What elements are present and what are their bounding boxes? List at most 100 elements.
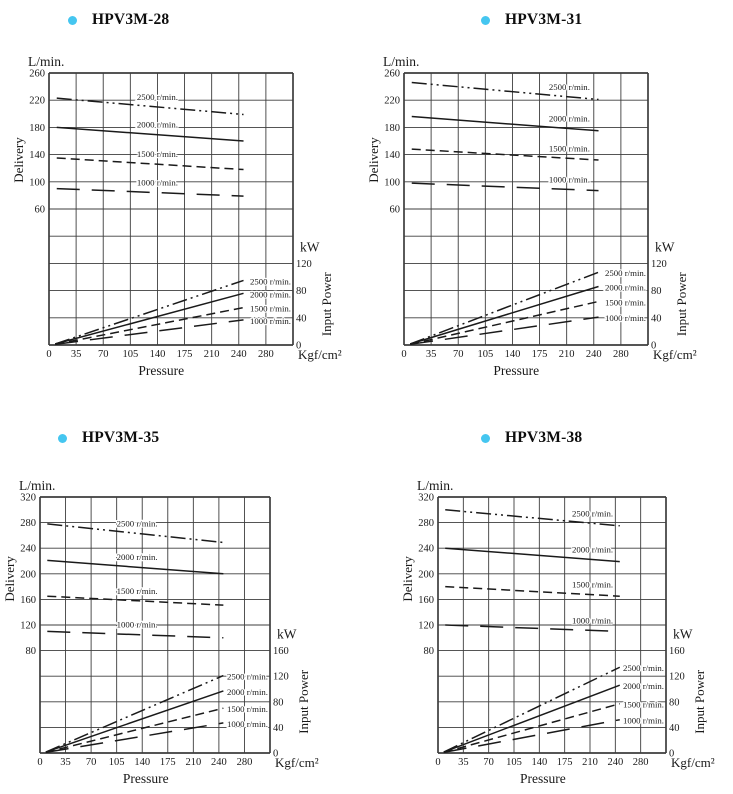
svg-text:0: 0 [401,349,406,360]
svg-text:280: 280 [418,518,434,529]
svg-text:L/min.: L/min. [417,478,453,493]
performance-chart-hpv3m-31: 260 220 180 140 100 60 120 80 40 0 0 35 70 105 140 175 2… [366,54,697,378]
svg-text:2500 r/min.: 2500 r/min. [623,663,664,673]
svg-text:2500 r/min.: 2500 r/min. [227,672,268,682]
svg-text:70: 70 [483,757,494,768]
svg-text:280: 280 [20,518,36,529]
svg-text:1500 r/min.: 1500 r/min. [250,304,291,314]
svg-text:120: 120 [418,621,434,632]
svg-text:175: 175 [557,757,573,768]
svg-text:60: 60 [35,205,46,216]
chart-header-hpv3m-31: HPV3M-31 [481,11,582,29]
svg-text:100: 100 [384,177,400,188]
svg-text:Kgf/cm²: Kgf/cm² [653,347,697,362]
svg-text:Delivery: Delivery [11,137,26,183]
svg-text:160: 160 [669,646,685,657]
svg-text:180: 180 [29,123,45,134]
svg-text:280: 280 [613,349,629,360]
svg-text:2500 r/min.: 2500 r/min. [572,508,613,518]
svg-text:35: 35 [458,757,469,768]
svg-text:105: 105 [477,349,493,360]
svg-text:200: 200 [20,569,36,580]
svg-text:100: 100 [29,177,45,188]
svg-text:1000 r/min.: 1000 r/min. [572,615,613,625]
svg-text:kW: kW [655,239,675,254]
svg-text:160: 160 [418,595,434,606]
svg-text:80: 80 [651,286,662,297]
svg-text:140: 140 [531,757,547,768]
svg-text:40: 40 [669,723,680,734]
svg-text:Pressure: Pressure [493,363,539,378]
svg-text:1500 r/min.: 1500 r/min. [623,700,664,710]
svg-text:2000 r/min.: 2000 r/min. [137,120,178,130]
svg-text:105: 105 [109,757,125,768]
svg-text:35: 35 [426,349,437,360]
svg-text:140: 140 [505,349,521,360]
svg-text:2500 r/min.: 2500 r/min. [605,268,646,278]
svg-text:0: 0 [37,757,42,768]
svg-text:0: 0 [273,749,278,760]
svg-text:2000 r/min.: 2000 r/min. [549,114,590,124]
svg-text:Input Power: Input Power [319,272,334,337]
svg-text:2500 r/min.: 2500 r/min. [137,92,178,102]
svg-text:Pressure: Pressure [520,771,566,786]
bullet-icon [481,15,490,25]
chart-title-hpv3m-38: HPV3M-38 [505,429,583,446]
chart-title-hpv3m-31: HPV3M-31 [505,11,583,28]
svg-text:70: 70 [86,757,97,768]
svg-text:kW: kW [277,627,297,642]
svg-text:240: 240 [211,757,227,768]
chart-header-hpv3m-35: HPV3M-35 [58,429,159,447]
svg-text:1500 r/min.: 1500 r/min. [117,586,158,596]
svg-text:1500 r/min.: 1500 r/min. [137,149,178,159]
svg-text:1500 r/min.: 1500 r/min. [605,297,646,307]
svg-text:Delivery: Delivery [400,556,415,602]
bullet-icon [481,433,490,443]
svg-text:Pressure: Pressure [123,771,169,786]
svg-text:200: 200 [418,569,434,580]
svg-text:Kgf/cm²: Kgf/cm² [671,755,715,770]
chart-title-hpv3m-28: HPV3M-28 [92,11,170,28]
chart-header-hpv3m-38: HPV3M-38 [481,429,582,447]
svg-text:260: 260 [384,69,400,80]
svg-text:1000 r/min.: 1000 r/min. [250,316,291,326]
svg-text:L/min.: L/min. [19,478,55,493]
svg-text:1000 r/min.: 1000 r/min. [549,174,590,184]
svg-text:180: 180 [384,123,400,134]
svg-text:kW: kW [300,239,320,254]
svg-text:260: 260 [29,69,45,80]
svg-text:280: 280 [633,757,649,768]
svg-text:2500 r/min.: 2500 r/min. [549,82,590,92]
svg-text:70: 70 [98,349,109,360]
svg-text:120: 120 [651,259,667,270]
svg-text:2000 r/min.: 2000 r/min. [227,687,268,697]
svg-text:240: 240 [586,349,602,360]
svg-text:2500 r/min.: 2500 r/min. [117,518,158,528]
svg-text:2500 r/min.: 2500 r/min. [250,276,291,286]
svg-text:120: 120 [669,672,685,683]
performance-chart-hpv3m-35: 320 280 240 200 160 120 80 160 120 80 40 0 0 35 70 105 1… [2,478,319,786]
svg-text:120: 120 [273,672,289,683]
svg-text:105: 105 [122,349,138,360]
svg-text:2000 r/min.: 2000 r/min. [250,289,291,299]
svg-text:160: 160 [20,595,36,606]
svg-text:240: 240 [418,544,434,555]
svg-text:120: 120 [296,259,312,270]
svg-text:105: 105 [506,757,522,768]
svg-text:240: 240 [231,349,247,360]
svg-text:120: 120 [20,621,36,632]
svg-text:1500 r/min.: 1500 r/min. [227,704,268,714]
svg-text:1000 r/min.: 1000 r/min. [117,620,158,630]
svg-text:Kgf/cm²: Kgf/cm² [298,347,342,362]
svg-text:2000 r/min.: 2000 r/min. [572,545,613,555]
svg-text:1500 r/min.: 1500 r/min. [572,580,613,590]
svg-text:35: 35 [60,757,71,768]
svg-text:2000 r/min.: 2000 r/min. [623,681,664,691]
svg-text:80: 80 [26,646,37,657]
svg-text:320: 320 [418,493,434,504]
svg-text:kW: kW [673,627,693,642]
svg-text:Input Power: Input Power [692,669,707,734]
performance-chart-hpv3m-38: 320 280 240 200 160 120 80 160 120 80 40 0 0 35 70 105 1… [400,478,715,786]
svg-text:2000 r/min.: 2000 r/min. [605,283,646,293]
